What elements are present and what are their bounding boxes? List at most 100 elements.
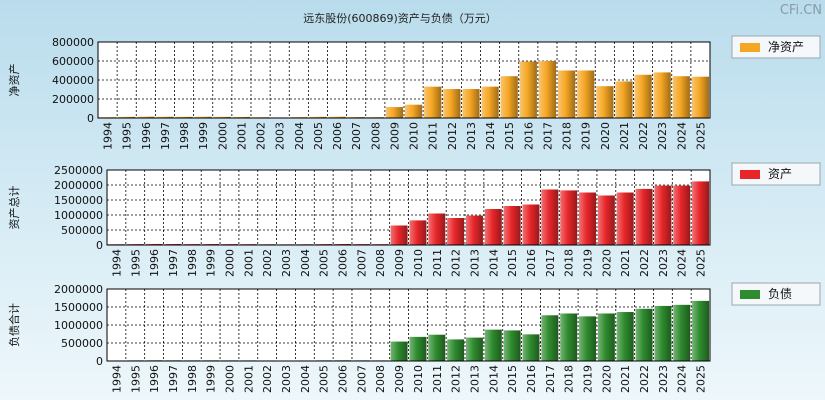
bar-2010: [409, 336, 427, 361]
x-tick-label: 2025: [694, 122, 707, 150]
x-tick-label: 2007: [355, 365, 368, 393]
bar-2011: [428, 213, 446, 245]
x-tick-label: 2015: [506, 365, 519, 393]
bar-2014: [484, 329, 502, 361]
bar-2018: [560, 313, 578, 361]
y-tick-label: 0: [96, 239, 103, 252]
x-tick-label: 1997: [167, 365, 180, 393]
x-tick-label: 2002: [261, 365, 274, 393]
y-tick-label: 0: [96, 355, 103, 368]
legend: 负债: [731, 282, 821, 306]
y-axis-label: 净资产: [7, 64, 21, 97]
bar-2010: [409, 220, 427, 245]
y-tick-label: 400000: [52, 74, 94, 87]
bar-2009: [390, 341, 408, 361]
x-tick-label: 2023: [656, 122, 669, 150]
bar-2012: [443, 89, 461, 118]
x-tick-label: 2007: [355, 249, 368, 277]
x-tick-label: 2016: [525, 249, 538, 277]
legend: 资产: [731, 162, 821, 186]
x-tick-label: 2007: [350, 122, 363, 150]
bar-2024: [672, 76, 690, 118]
watermark: CFi.CN: [780, 3, 822, 18]
x-tick-label: 2006: [337, 365, 350, 393]
bar-2016: [519, 61, 537, 118]
x-tick-label: 2014: [487, 365, 500, 393]
y-tick-label: 1000000: [54, 319, 103, 332]
x-tick-label: 2009: [388, 122, 401, 150]
x-tick-label: 2003: [274, 122, 287, 150]
bar-2017: [541, 315, 559, 361]
bar-2006: [328, 116, 346, 118]
bar-2019: [579, 316, 596, 361]
bar-2011: [428, 334, 446, 361]
x-tick-label: 2012: [450, 365, 463, 393]
bar-2022: [634, 74, 652, 118]
x-tick-label: 2009: [393, 249, 406, 277]
bar-2017: [538, 61, 557, 118]
x-tick-label: 2016: [522, 122, 535, 150]
x-tick-label: 2008: [369, 122, 382, 150]
panel-1: 0 200000 400000 600000 800000 1994 1995 1996 199…: [7, 35, 821, 150]
x-tick-label: 2001: [235, 122, 248, 150]
x-tick-label: 2020: [600, 249, 613, 277]
bar-2020: [597, 195, 615, 245]
bar-2014: [484, 209, 502, 245]
x-tick-label: 2011: [431, 365, 444, 393]
x-tick-label: 2021: [618, 122, 631, 150]
x-tick-label: 2016: [525, 365, 538, 393]
y-tick-label: 200000: [52, 93, 94, 106]
x-tick-label: 2001: [242, 365, 255, 393]
x-tick-label: 2022: [638, 365, 651, 393]
bar-2016: [522, 334, 540, 361]
y-axis-label: 资产总计: [7, 186, 21, 230]
bar-2013: [465, 215, 483, 245]
bar-2015: [500, 76, 518, 118]
legend-box: [731, 282, 821, 306]
x-tick-label: 2010: [412, 365, 425, 393]
bar-2025: [691, 76, 710, 118]
bar-2019: [577, 70, 595, 118]
x-tick-label: 2000: [223, 249, 236, 277]
x-tick-label: 2004: [299, 365, 312, 393]
x-tick-label: 1997: [167, 249, 180, 277]
x-tick-label: 2022: [637, 122, 650, 150]
bar-2025: [692, 181, 710, 245]
bar-2013: [462, 89, 480, 118]
x-tick-label: 1996: [148, 365, 161, 393]
x-tick-label: 2023: [657, 249, 670, 277]
bar-2023: [654, 185, 672, 245]
bar-2021: [615, 81, 633, 118]
x-tick-label: 2005: [312, 122, 325, 150]
x-tick-label: 2024: [675, 122, 688, 150]
x-tick-label: 2014: [487, 249, 500, 277]
bar-2018: [557, 70, 576, 118]
bar-2022: [635, 188, 653, 245]
x-tick-label: 2001: [242, 249, 255, 277]
bar-2013: [465, 337, 483, 361]
plot-frame: [106, 169, 711, 246]
x-tick-label: 2006: [337, 249, 350, 277]
x-tick-label: 1996: [148, 249, 161, 277]
x-tick-label: 2011: [427, 122, 440, 150]
x-tick-label: 2012: [446, 122, 459, 150]
x-tick-label: 2004: [293, 122, 306, 150]
bar-2021: [616, 192, 634, 245]
x-tick-label: 2024: [676, 365, 689, 393]
bar-2022: [635, 308, 653, 361]
y-tick-label: 500000: [61, 224, 103, 237]
x-tick-label: 2020: [599, 122, 612, 150]
x-tick-label: 2000: [216, 122, 229, 150]
panel-3: 0 500000 1000000 1500000 2000000 1994 1995 1996…: [7, 282, 821, 393]
x-tick-label: 2013: [468, 365, 481, 393]
bar-2015: [503, 206, 521, 245]
bar-2020: [596, 86, 614, 118]
y-tick-label: 1000000: [54, 209, 103, 222]
bar-1999: [194, 116, 212, 118]
bar-2009: [390, 225, 408, 245]
bar-1996: [145, 243, 163, 245]
bar-1995: [118, 116, 136, 118]
x-tick-label: 2010: [412, 249, 425, 277]
legend-swatch: [740, 170, 760, 179]
x-tick-label: 2019: [582, 365, 595, 393]
